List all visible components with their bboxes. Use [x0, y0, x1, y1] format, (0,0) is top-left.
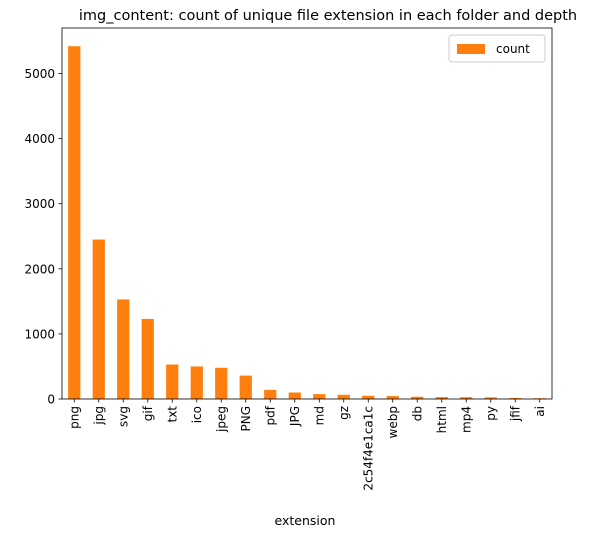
- x-tick-label: jfif: [508, 405, 522, 422]
- x-tick-label: png: [67, 406, 81, 429]
- x-tick-label: py: [484, 406, 498, 421]
- x-tick-label: jpeg: [214, 406, 228, 433]
- axes-frame: [61, 27, 553, 400]
- bar-html: [435, 397, 448, 399]
- y-tick-label: 0: [47, 393, 55, 407]
- bar-JPG: [288, 392, 301, 399]
- bar-webp: [386, 396, 399, 399]
- y-tick-label: 5000: [24, 67, 55, 81]
- x-tick-label: webp: [386, 406, 400, 438]
- bar-mp4: [460, 397, 473, 399]
- legend-label: count: [496, 42, 530, 56]
- x-tick-label: html: [435, 406, 449, 433]
- x-tick-label: ico: [190, 406, 204, 423]
- bar-md: [313, 394, 326, 399]
- x-tick-label: svg: [116, 406, 130, 427]
- x-tick-label: gz: [337, 406, 351, 420]
- x-tick-label: JPG: [288, 406, 302, 427]
- legend-swatch: [457, 44, 485, 54]
- x-tick-label: pdf: [263, 405, 277, 425]
- legend-box: [448, 34, 546, 63]
- bar-pdf: [264, 389, 277, 399]
- bar-jpeg: [215, 367, 228, 399]
- y-tick-label: 3000: [24, 197, 55, 211]
- x-tick-label: jpg: [92, 406, 106, 426]
- x-tick-label: 2c54f4e1ca1c: [361, 406, 375, 491]
- x-axis-label: extension: [275, 513, 336, 528]
- y-tick-label: 4000: [24, 132, 55, 146]
- x-tick-label: ai: [533, 406, 547, 417]
- bar-png: [68, 46, 81, 399]
- x-tick-label: gif: [141, 405, 155, 421]
- x-tick-label: txt: [165, 406, 179, 423]
- x-tick-label: PNG: [239, 406, 253, 432]
- bar-svg: [117, 299, 130, 399]
- bar-gif: [141, 318, 154, 399]
- x-tick-label: mp4: [459, 406, 473, 433]
- bar-txt: [166, 364, 179, 399]
- bar-PNG: [239, 375, 252, 399]
- bar-db: [411, 396, 424, 399]
- x-tick-label: md: [312, 406, 326, 425]
- bar-2c54f4e1ca1c: [362, 395, 375, 399]
- bar-jpg: [92, 239, 105, 399]
- chart-title: img_content: count of unique file extens…: [79, 8, 577, 24]
- y-tick-label: 1000: [24, 327, 55, 341]
- x-tick-label: db: [410, 406, 424, 421]
- y-tick-label: 2000: [24, 262, 55, 276]
- legend: count: [448, 34, 546, 63]
- bar-py: [484, 397, 497, 399]
- bar-ico: [190, 366, 203, 399]
- bar-gz: [337, 394, 350, 399]
- bar-jfif: [509, 398, 522, 399]
